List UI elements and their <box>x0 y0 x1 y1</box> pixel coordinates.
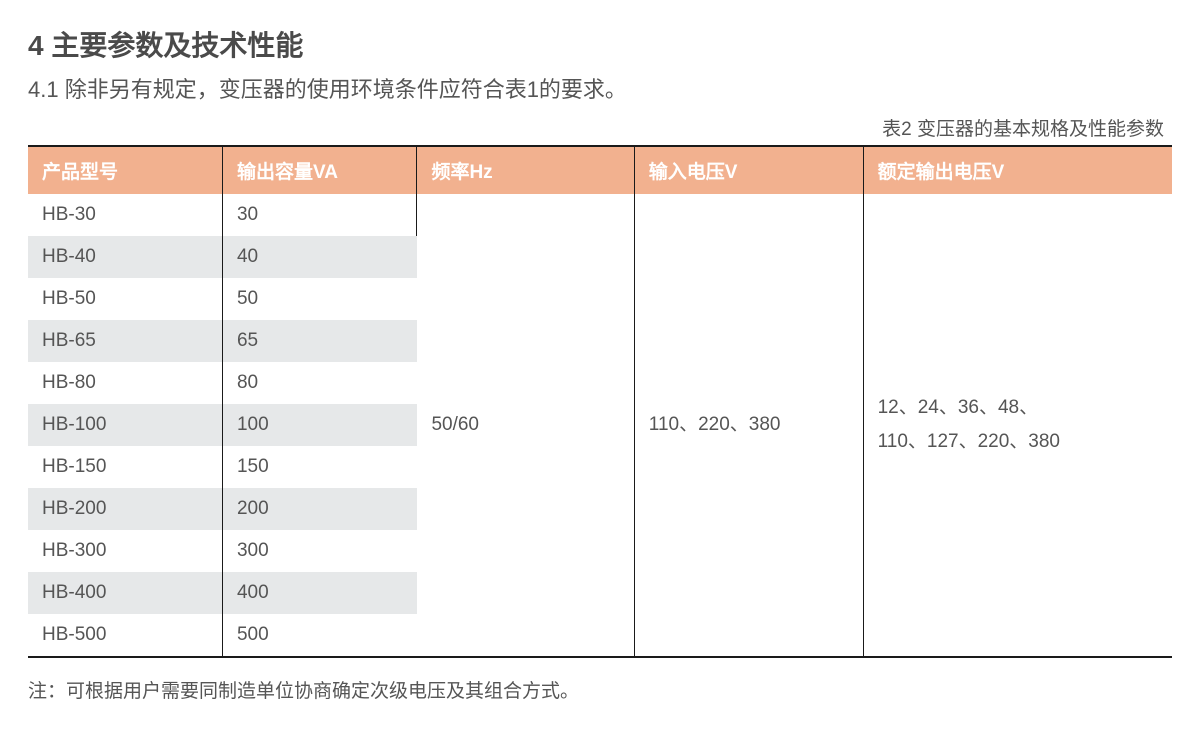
cell-capacity: 500 <box>222 614 416 657</box>
table-row: HB-30 30 50/60 110、220、380 12、24、36、48、 … <box>28 194 1172 236</box>
col-header-output-voltage: 额定输出电压V <box>863 146 1172 194</box>
cell-model: HB-300 <box>28 530 222 572</box>
table-caption: 表2 变压器的基本规格及性能参数 <box>28 114 1172 141</box>
cell-capacity: 30 <box>222 194 416 236</box>
cell-model: HB-500 <box>28 614 222 657</box>
col-header-capacity: 输出容量VA <box>222 146 416 194</box>
cell-input-voltage: 110、220、380 <box>634 194 863 657</box>
output-voltage-line2: 110、127、220、380 <box>878 431 1060 452</box>
table-footnote: 注：可根据用户需要同制造单位协商确定次级电压及其组合方式。 <box>28 676 1172 703</box>
cell-model: HB-50 <box>28 278 222 320</box>
col-header-model: 产品型号 <box>28 146 222 194</box>
spec-table: 产品型号 输出容量VA 频率Hz 输入电压V 额定输出电压V HB-30 30 … <box>28 145 1172 658</box>
table-body: HB-30 30 50/60 110、220、380 12、24、36、48、 … <box>28 194 1172 657</box>
cell-capacity: 50 <box>222 278 416 320</box>
cell-capacity: 400 <box>222 572 416 614</box>
cell-model: HB-40 <box>28 236 222 278</box>
cell-capacity: 200 <box>222 488 416 530</box>
col-header-frequency: 频率Hz <box>417 146 634 194</box>
cell-model: HB-80 <box>28 362 222 404</box>
cell-model: HB-200 <box>28 488 222 530</box>
subsection-text: 4.1 除非另有规定，变压器的使用环境条件应符合表1的要求。 <box>28 72 1172 104</box>
cell-model: HB-150 <box>28 446 222 488</box>
cell-capacity: 40 <box>222 236 416 278</box>
cell-model: HB-65 <box>28 320 222 362</box>
output-voltage-line1: 12、24、36、48、 <box>878 397 1039 418</box>
cell-capacity: 80 <box>222 362 416 404</box>
table-header-row: 产品型号 输出容量VA 频率Hz 输入电压V 额定输出电压V <box>28 146 1172 194</box>
cell-frequency: 50/60 <box>417 194 634 657</box>
cell-model: HB-100 <box>28 404 222 446</box>
cell-model: HB-400 <box>28 572 222 614</box>
section-heading: 4 主要参数及技术性能 <box>28 24 1172 64</box>
col-header-input-voltage: 输入电压V <box>634 146 863 194</box>
cell-model: HB-30 <box>28 194 222 236</box>
cell-capacity: 65 <box>222 320 416 362</box>
cell-output-voltage: 12、24、36、48、 110、127、220、380 <box>863 194 1172 657</box>
cell-capacity: 300 <box>222 530 416 572</box>
cell-capacity: 100 <box>222 404 416 446</box>
cell-capacity: 150 <box>222 446 416 488</box>
